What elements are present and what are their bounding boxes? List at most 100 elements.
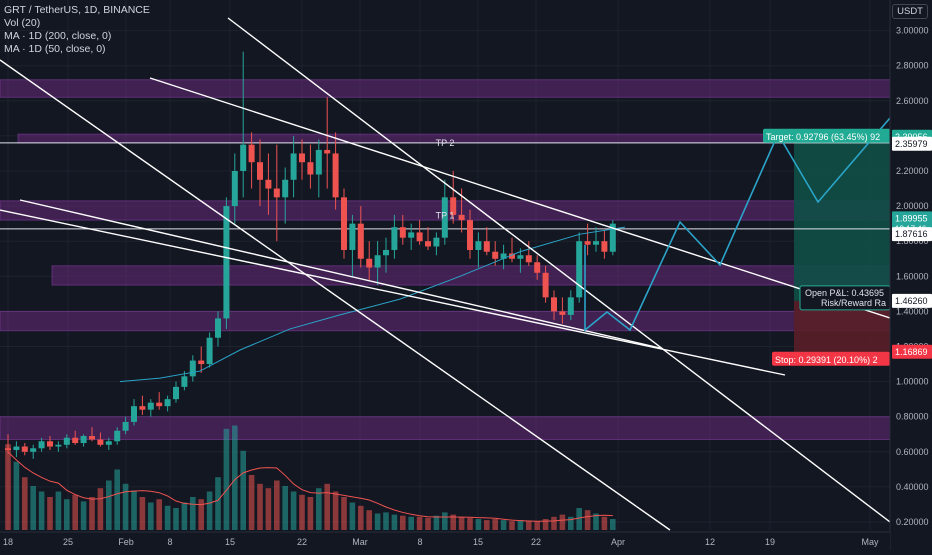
volume-bar	[131, 490, 137, 530]
candle-body	[374, 255, 381, 268]
support-resistance-zone	[0, 310, 891, 332]
ma50-indicator-label[interactable]: MA · 1D (50, close, 0)	[4, 43, 106, 55]
volume-bar	[492, 519, 498, 530]
candle-body	[391, 227, 398, 250]
time-tick-label: 15	[225, 537, 235, 547]
candle-body	[257, 162, 263, 180]
candle-body	[593, 241, 599, 245]
risk-reward-text: Risk/Reward Ra	[821, 298, 886, 308]
volume-bar	[47, 497, 53, 530]
stop-label: Stop: 0.29391 (20.10%) 2	[772, 351, 890, 366]
candle-body	[13, 446, 20, 451]
price-tick-label: 3.00000	[896, 26, 929, 36]
tp1-label: TP 1	[436, 210, 455, 220]
price-axis-bg	[890, 0, 932, 530]
price-tick-label: 1.80000	[896, 236, 929, 246]
time-tick-label: May	[861, 537, 879, 547]
volume-bar	[164, 505, 171, 530]
volume-bar	[80, 501, 87, 530]
candle-body	[173, 386, 179, 400]
price-tick-label: 2.80000	[896, 61, 929, 71]
candle-body	[273, 188, 280, 198]
volume-bar	[551, 516, 557, 530]
trend-line	[227, 17, 891, 523]
volume-bar	[55, 491, 62, 530]
candle-body	[97, 439, 104, 445]
volume-indicator-label[interactable]: Vol (20)	[4, 17, 41, 29]
candle-body	[425, 241, 431, 247]
volume-ma-line	[7, 451, 613, 522]
candle-body	[357, 223, 364, 259]
volume-bar	[601, 516, 608, 530]
candle-body	[366, 258, 373, 268]
candle-body	[609, 223, 616, 252]
price-tag-tp2-bg	[892, 136, 932, 151]
price-tag-target: 2.39056	[895, 132, 928, 142]
candle-body	[441, 197, 448, 238]
volume-bar	[274, 480, 280, 530]
candle-body	[114, 430, 121, 442]
currency-button[interactable]: USDT	[892, 4, 928, 19]
price-tick-label: 1.00000	[896, 377, 929, 387]
ma50-line	[119, 226, 626, 383]
candle-body	[131, 406, 137, 422]
time-tick-label: 15	[473, 537, 483, 547]
candle-body	[500, 253, 507, 259]
volume-bar	[139, 497, 146, 530]
volume-bar	[282, 486, 288, 530]
volume-bar	[559, 514, 566, 530]
trend-line	[149, 77, 891, 319]
volume-bar	[122, 483, 129, 530]
projection-path	[584, 117, 891, 332]
candle-body	[299, 153, 305, 163]
candle-body	[105, 441, 112, 445]
volume-bar	[257, 483, 263, 530]
time-tick-label: 8	[167, 537, 172, 547]
open-pnl-text: Open P&L: 0.43695	[805, 288, 884, 298]
price-tick-label: 1.60000	[896, 271, 929, 281]
volume-bar	[542, 519, 549, 530]
candle-body	[341, 197, 347, 250]
time-tick-label: 19	[765, 537, 775, 547]
price-tag-entry: 1.46260	[895, 296, 928, 306]
support-resistance-zone	[0, 79, 891, 98]
volume-bar	[307, 497, 314, 530]
candle-body	[315, 149, 322, 175]
volume-bar	[106, 480, 112, 530]
volume-bar	[475, 519, 482, 530]
volume-bar	[458, 516, 465, 530]
candle-body	[542, 272, 549, 298]
candle-body	[567, 297, 574, 315]
volume-bar	[181, 502, 188, 530]
time-tick-label: Feb	[118, 537, 134, 547]
candle-body	[399, 227, 406, 238]
volume-bar	[425, 517, 431, 530]
price-tick-label: 0.80000	[896, 412, 929, 422]
candle-body	[206, 337, 213, 365]
volume-bar	[290, 491, 297, 530]
candle-body	[517, 255, 524, 259]
time-tick-label: 22	[297, 537, 307, 547]
candle-body	[307, 162, 314, 175]
volume-bar	[173, 508, 179, 530]
time-tick-label: 25	[63, 537, 73, 547]
volume-bar	[517, 520, 524, 530]
price-tick-label: 1.40000	[896, 306, 929, 316]
volume-bar	[38, 491, 45, 530]
candle-body	[55, 444, 62, 447]
volume-bar	[72, 494, 78, 530]
candle-body	[5, 448, 11, 451]
price-tag-tp2: 2.35979	[895, 139, 928, 149]
candle-body	[89, 436, 95, 440]
ma200-indicator-label[interactable]: MA · 1D (200, close, 0)	[4, 30, 112, 42]
target-label-bg	[763, 128, 891, 143]
price-tag-tp1-bg	[892, 227, 932, 242]
volume-bar	[13, 461, 20, 530]
price-tick-label: 2.20000	[896, 166, 929, 176]
candle-body	[433, 237, 440, 247]
symbol-title[interactable]: GRT / TetherUS, 1D, BINANCE	[4, 4, 150, 16]
volume-bar	[358, 505, 364, 530]
candle-body	[240, 144, 247, 171]
